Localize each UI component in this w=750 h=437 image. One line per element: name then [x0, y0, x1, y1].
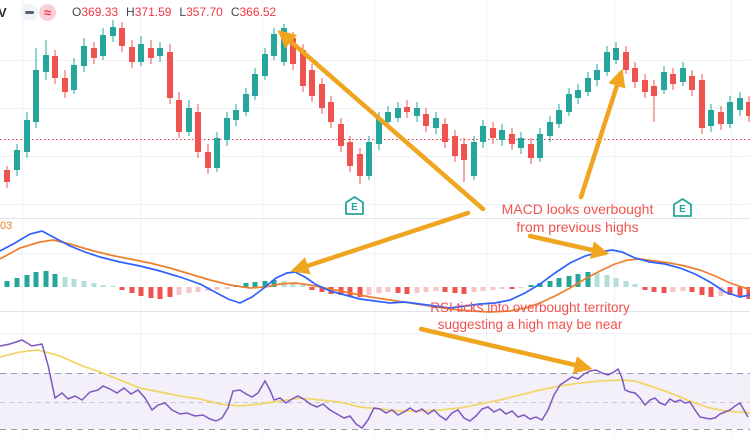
annotation-arrows[interactable]	[277, 30, 626, 374]
annotation-arrow[interactable]	[527, 233, 610, 259]
low-label: L	[179, 5, 187, 19]
rsi-annotation-line1: RSI ticks into overbought territory	[430, 300, 630, 315]
high-value: 371.59	[134, 5, 172, 19]
open-value: 369.33	[81, 5, 119, 19]
macd-value-fragment: 03	[0, 220, 13, 232]
earnings-icon[interactable]: E	[673, 198, 692, 217]
symbol-name-fragment: V	[0, 4, 7, 20]
annotation-arrow[interactable]	[290, 210, 471, 275]
ohlc-readout: O369.33 H371.59 L357.70 C366.52	[72, 5, 284, 19]
close-label: C	[230, 5, 240, 19]
annotation-arrow[interactable]	[277, 30, 486, 212]
annotation-arrow[interactable]	[418, 326, 593, 374]
macd-annotation-text[interactable]: MACD looks overbought from previous high…	[490, 201, 665, 236]
earnings-icon[interactable]: E	[345, 196, 364, 215]
rsi-line	[0, 339, 749, 430]
macd-annotation-line2: from previous highs	[516, 218, 639, 235]
annotation-arrow[interactable]	[578, 68, 626, 200]
close-value: 366.52	[239, 5, 277, 19]
high-label: H	[126, 5, 135, 19]
rsi-annotation-line2: suggesting a high may be near	[437, 316, 623, 332]
macd-histogram	[4, 271, 750, 299]
macd-line	[0, 230, 750, 309]
svg-text:E: E	[351, 202, 358, 213]
minus-icon[interactable]	[21, 3, 38, 21]
price-legend: V ≈ O369.33 H371.59 L357.70 C366.52	[0, 2, 284, 22]
svg-text:E: E	[679, 204, 686, 215]
rsi-band-lines	[0, 373, 750, 430]
wave-icon[interactable]: ≈	[39, 3, 56, 21]
rsi-annotation-text[interactable]: RSI ticks into overbought territory sugg…	[415, 300, 645, 333]
candlestick-series	[4, 20, 750, 188]
rsi-ma-line	[0, 349, 750, 414]
macd-annotation-line1: MACD looks overbought	[501, 201, 654, 217]
low-value: 357.70	[186, 5, 223, 19]
legend-toolbar: ≈	[21, 3, 56, 21]
open-label: O	[72, 5, 82, 19]
